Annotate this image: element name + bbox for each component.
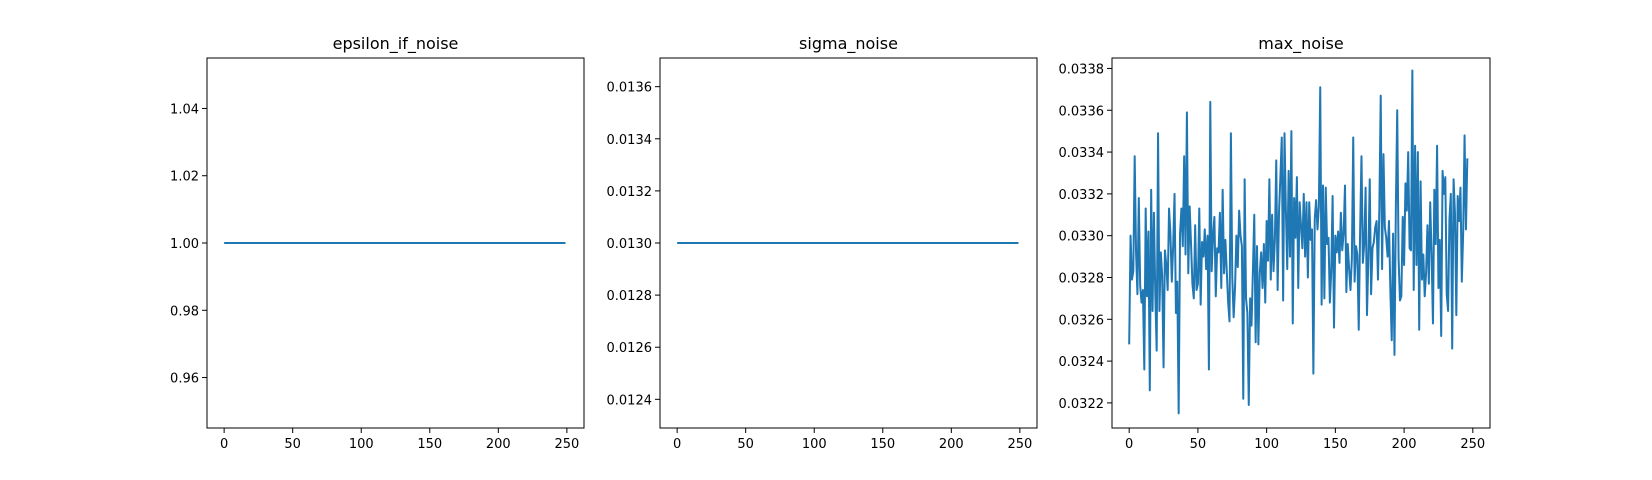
y-tick-label: 0.0338: [1059, 62, 1105, 77]
y-tick-label: 0.0324: [1059, 355, 1105, 370]
y-tick-label: 0.0130: [607, 237, 653, 252]
subplot-title: epsilon_if_noise: [333, 34, 459, 54]
x-tick-label: 50: [737, 437, 754, 452]
y-tick-label: 0.0326: [1059, 313, 1105, 328]
x-tick-label: 150: [417, 437, 442, 452]
subplot-3: max_noise 0 50 100 150 200 250 0.0322 0.0324 0.03…: [1059, 34, 1491, 452]
y-tick-label: 0.96: [170, 372, 199, 387]
y-tick-label: 1.02: [170, 170, 199, 185]
x-tick-label: 150: [1323, 437, 1348, 452]
y-tick-label: 0.0136: [607, 81, 653, 96]
subplot-title: max_noise: [1258, 34, 1343, 54]
y-tick-label: 1.00: [170, 237, 199, 252]
y-tick-label: 0.0134: [607, 133, 653, 148]
subplot-2: sigma_noise 0 50 100 150 200 250 0.0124 0.0126 0.…: [607, 34, 1038, 452]
series-line: [1128, 69, 1469, 415]
y-tick-label: 0.0328: [1059, 271, 1105, 286]
x-tick-label: 100: [802, 437, 827, 452]
axes-frame: [1111, 57, 1491, 429]
subplot-1: epsilon_if_noise 0 50 100 150 200 250 0.96 0.98 1…: [170, 34, 585, 452]
y-tick-label: 0.0322: [1059, 397, 1105, 412]
y-tick-label: 0.98: [170, 304, 199, 319]
y-tick-label: 0.0132: [607, 185, 653, 200]
x-tick-label: 250: [1460, 437, 1485, 452]
y-tick-label: 0.0128: [607, 289, 653, 304]
y-tick-label: 0.0334: [1059, 146, 1105, 161]
x-tick-label: 200: [939, 437, 964, 452]
x-tick-label: 200: [486, 437, 511, 452]
x-tick-label: 50: [1190, 437, 1207, 452]
x-tick-label: 150: [870, 437, 895, 452]
x-tick-label: 0: [1125, 437, 1133, 452]
x-tick-label: 250: [554, 437, 579, 452]
x-tick-label: 100: [349, 437, 374, 452]
y-tick-label: 0.0126: [607, 341, 653, 356]
x-tick-label: 100: [1254, 437, 1279, 452]
y-tick-label: 0.0336: [1059, 104, 1105, 119]
y-tick-label: 0.0330: [1059, 230, 1105, 245]
x-tick-label: 200: [1392, 437, 1417, 452]
y-tick-label: 1.04: [170, 102, 199, 117]
y-tick-label: 0.0124: [607, 393, 653, 408]
y-tick-label: 0.0332: [1059, 188, 1105, 203]
x-tick-label: 0: [220, 437, 228, 452]
x-tick-label: 0: [673, 437, 681, 452]
x-tick-label: 50: [284, 437, 301, 452]
x-tick-label: 250: [1007, 437, 1032, 452]
subplot-title: sigma_noise: [799, 34, 898, 54]
